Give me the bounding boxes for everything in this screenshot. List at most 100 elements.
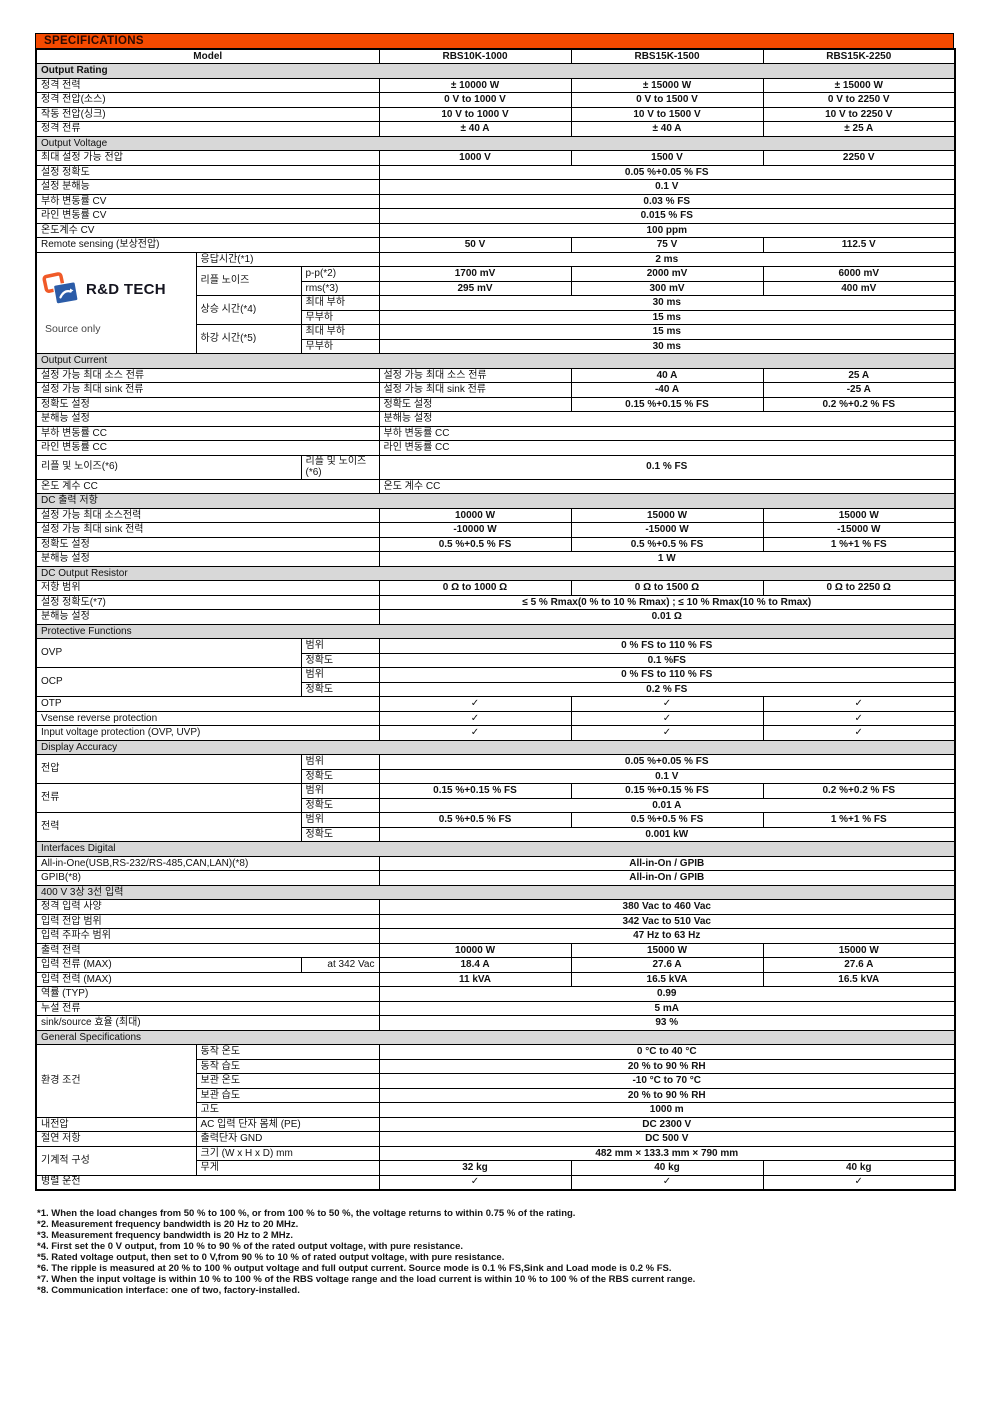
spec-value: 0.001 kW [378, 826, 956, 842]
spec-value: 40 kg [570, 1160, 764, 1176]
spec-value: -10 °C to 70 °C [378, 1073, 956, 1089]
spec-label: 누설 전류 [35, 1000, 380, 1016]
spec-value: 400 mV [762, 280, 956, 296]
spec-label: 출력단자 GND [195, 1131, 380, 1147]
spec-label: 라인 변동률 CV [35, 208, 380, 224]
spec-value: 1500 V [570, 150, 764, 166]
spec-value: 0.01 A [378, 797, 956, 813]
section-header: DC Output Resistor [35, 565, 956, 581]
spec-value: 10000 W [378, 942, 572, 958]
spec-value: All-in-On / GPIB [378, 870, 956, 886]
spec-value: 18.4 A [378, 957, 572, 973]
spec-label: Vsense reverse protection [35, 710, 380, 726]
footnote-line: *8. Communication interface: one of two,… [37, 1284, 300, 1296]
spec-label: 온도 계수 CC [35, 478, 380, 494]
logo-cell: R&D TECH Source only [35, 251, 197, 354]
spec-value: RBS10K-1000 [378, 48, 572, 64]
spec-label: 정확도 [300, 797, 380, 813]
spec-label: 설정 가능 최대 소스 전류 [35, 367, 380, 383]
spec-label: 정확도 [300, 768, 380, 784]
spec-label: OCP [35, 667, 302, 697]
spec-label: 설정 가능 최대 sink 전력 [35, 522, 380, 538]
spec-value: 16.5 kVA [570, 971, 764, 987]
spec-value: ± 10000 W [378, 77, 572, 93]
check-cell: ✓ [570, 696, 764, 712]
section-header: General Specifications [35, 1029, 956, 1045]
spec-label: 최대 부하 [300, 324, 380, 340]
spec-value: 0 % FS to 110 % FS [378, 638, 956, 654]
spec-label: AC 입력 단자 몸체 (PE) [195, 1116, 380, 1132]
spec-value: 0.05 %+0.05 % FS [378, 164, 956, 180]
spec-value: 0 % FS to 110 % FS [378, 667, 956, 683]
spec-label: 분해능 설정 [378, 411, 956, 427]
footnote-line: *7. When the input voltage is within 10 … [37, 1273, 696, 1285]
footnote-line: *6. The ripple is measured at 20 % to 10… [37, 1262, 672, 1274]
spec-label: 무부하 [300, 309, 380, 325]
spec-label: 최대 부하 [300, 295, 380, 311]
spec-label: 상승 시간(*4) [195, 295, 302, 325]
spec-value: 50 V [378, 237, 572, 253]
footnotes: *1. When the load changes from 50 % to 1… [37, 1208, 937, 1297]
spec-value: 0.99 [378, 986, 956, 1002]
spec-value: 0.2 %+0.2 % FS [762, 783, 956, 799]
spec-label: 정격 입력 사양 [35, 899, 380, 915]
spec-value: 342 Vac to 510 Vac [378, 913, 956, 929]
spec-value: 100 ppm [378, 222, 956, 238]
footnote-line: *2. Measurement frequency bandwidth is 2… [37, 1218, 299, 1230]
spec-label: at 342 Vac [300, 957, 380, 973]
spec-value: 0.03 % FS [378, 193, 956, 209]
spec-value: 0.1 %FS [378, 652, 956, 668]
spec-label: 보관 습도 [195, 1087, 380, 1103]
spec-value: 15 ms [378, 324, 956, 340]
spec-value: ± 15000 W [570, 77, 764, 93]
section-header: Output Current [35, 353, 956, 369]
check-cell: ✓ [378, 696, 572, 712]
spec-value: 0.01 Ω [378, 609, 956, 625]
spec-value: 0 Ω to 1000 Ω [378, 580, 572, 596]
spec-label: 부하 변동률 CC [378, 425, 956, 441]
spec-value: 27.6 A [570, 957, 764, 973]
spec-value: 25 A [762, 367, 956, 383]
spec-value: ± 25 A [762, 121, 956, 137]
section-header: Interfaces Digital [35, 841, 956, 857]
spec-value: ± 40 A [570, 121, 764, 137]
spec-value: 0.2 % FS [378, 681, 956, 697]
spec-value: 75 V [570, 237, 764, 253]
spec-value: 0.15 %+0.15 % FS [570, 783, 764, 799]
spec-label: 온도계수 CV [35, 222, 380, 238]
spec-label: Input voltage protection (OVP, UVP) [35, 725, 380, 741]
spec-value: -15000 W [762, 522, 956, 538]
spec-label: 부하 변동률 CC [35, 425, 380, 441]
spec-label: 정확도 [300, 826, 380, 842]
spec-label: OTP [35, 696, 380, 712]
spec-label: 입력 전류 (MAX) [35, 957, 302, 973]
spec-value: 0 Ω to 2250 Ω [762, 580, 956, 596]
spec-value: 0 °C to 40 °C [378, 1044, 956, 1060]
spec-value: 0 V to 1000 V [378, 92, 572, 108]
spec-value: 0.15 %+0.15 % FS [570, 396, 764, 412]
spec-value: 0.5 %+0.5 % FS [570, 812, 764, 828]
check-cell: ✓ [570, 710, 764, 726]
spec-label: p-p(*2) [300, 266, 380, 282]
spec-label: 설정 가능 최대 sink 전류 [378, 382, 572, 398]
spec-value: 0.1 V [378, 768, 956, 784]
check-cell: ✓ [378, 725, 572, 741]
check-cell: ✓ [762, 725, 956, 741]
spec-label: 저항 범위 [35, 580, 380, 596]
spec-value: 0.05 %+0.05 % FS [378, 754, 956, 770]
spec-value: 40 A [570, 367, 764, 383]
section-header: DC 출력 저항 [35, 493, 956, 509]
spec-label: 범위 [300, 812, 380, 828]
spec-label: 동작 온도 [195, 1044, 380, 1060]
spec-value: -25 A [762, 382, 956, 398]
spec-label: 설정 분해능 [35, 179, 380, 195]
footnote-line: *1. When the load changes from 50 % to 1… [37, 1208, 576, 1219]
spec-value: RBS15K-1500 [570, 48, 764, 64]
spec-value: 1700 mV [378, 266, 572, 282]
rd-tech-logo: R&D TECH [41, 270, 192, 308]
spec-value: 30 ms [378, 338, 956, 354]
spec-label: 설정 가능 최대 소스 전류 [378, 367, 572, 383]
spec-label: Remote sensing (보상전압) [35, 237, 380, 253]
rd-tech-logo-text: R&D TECH [86, 280, 166, 298]
spec-value: 10 V to 2250 V [762, 106, 956, 122]
